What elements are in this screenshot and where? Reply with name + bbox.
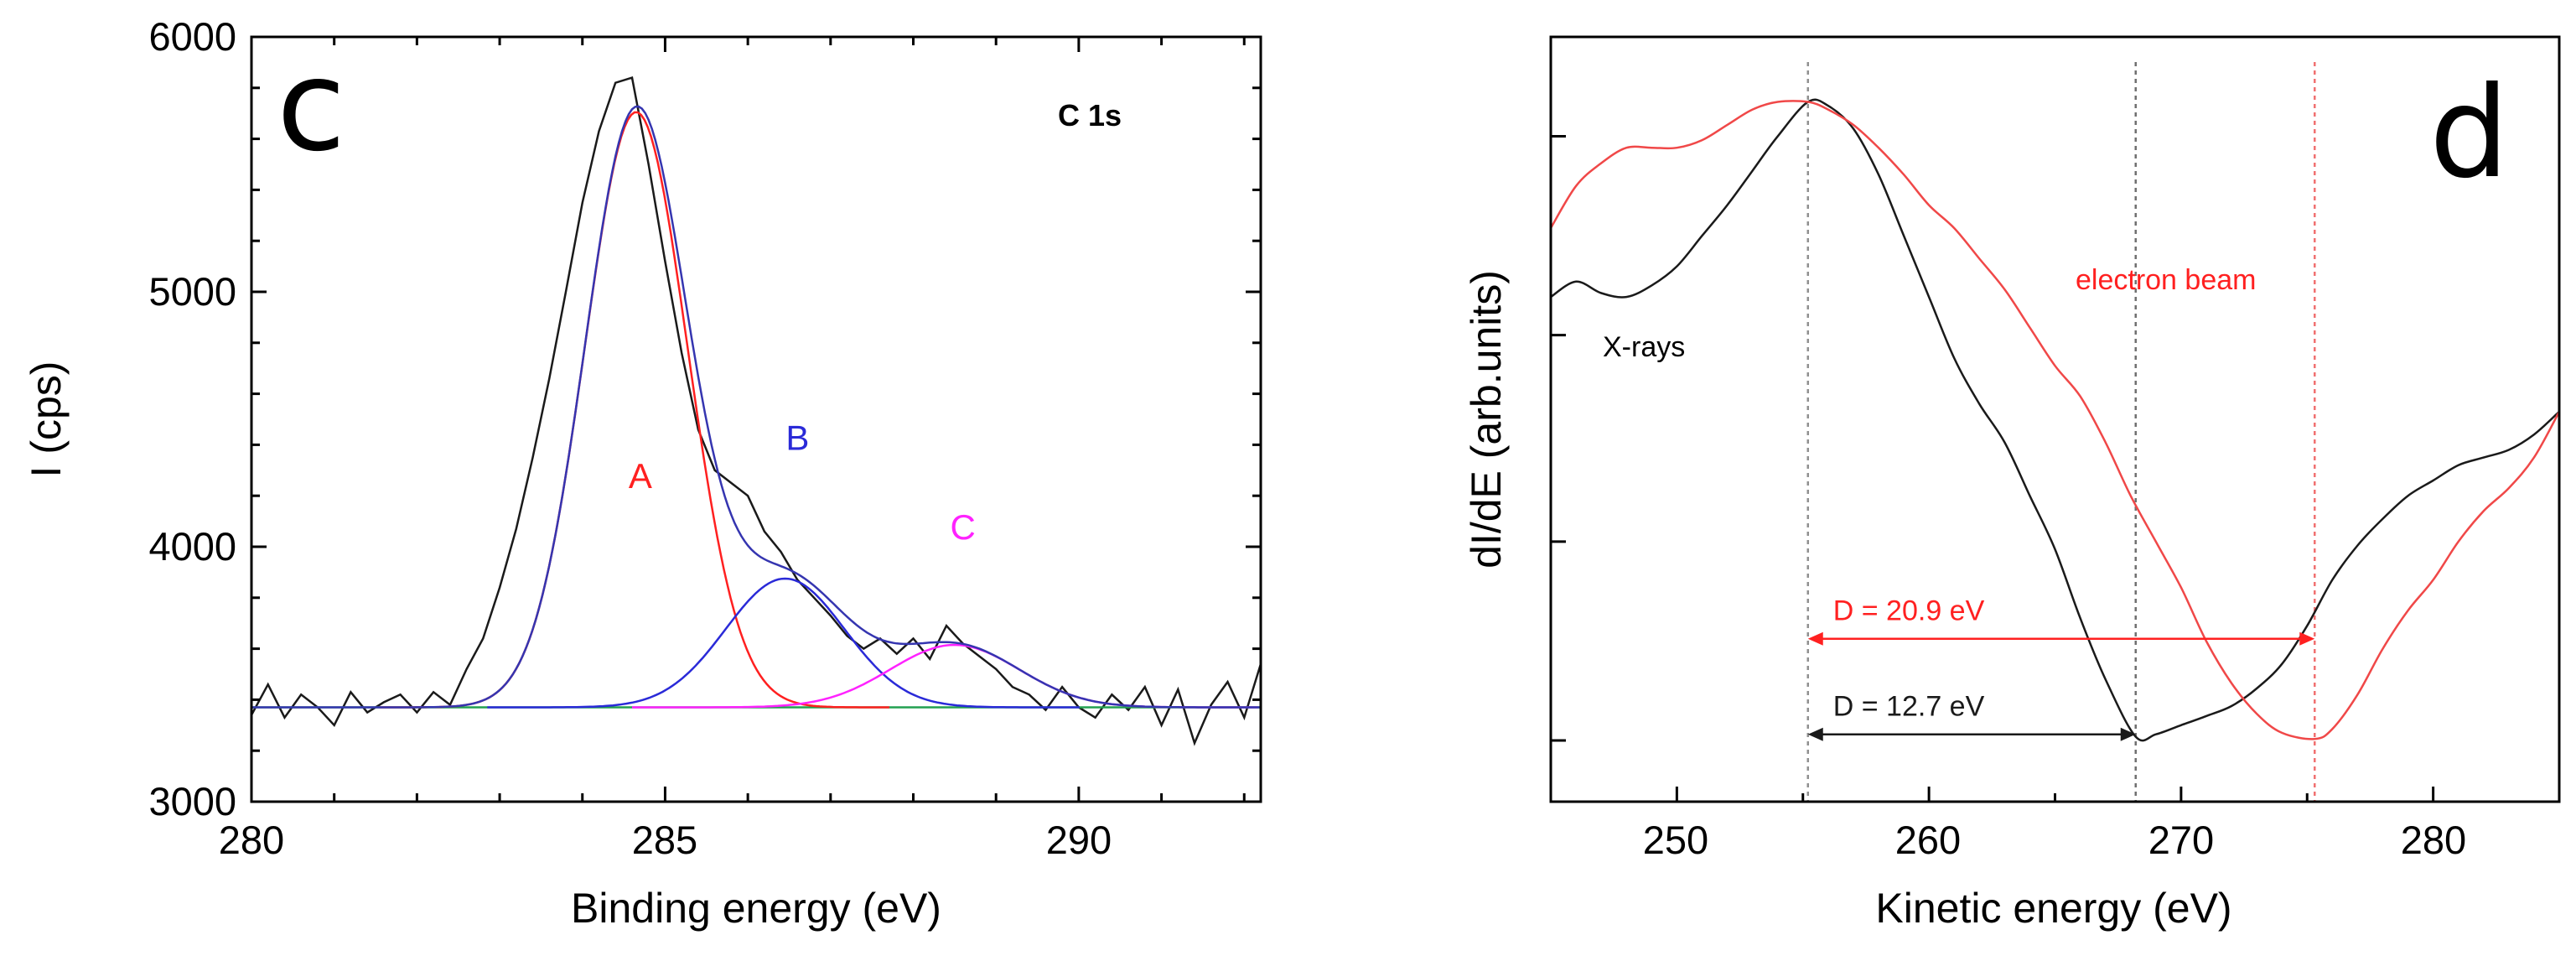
panel-c-plot-area [250,75,1262,746]
panel-c-letter: c [277,34,345,179]
panel-d-frame [1549,35,2561,803]
peak-label-a: A [629,456,652,496]
panel-d-y-axis-title: dI/dE (arb.units) [1463,270,1510,569]
fit-envelope-line [251,105,1261,709]
series-label-x-rays: X-rays [1603,331,1685,363]
series-x-rays-line [1550,98,2560,742]
panel-d-plot-area [1549,62,2561,802]
panel-c-y-axis-title: I (cps) [23,361,70,478]
panel-c-frame [250,35,1262,803]
panel-d-xtick-label: 280 [2401,818,2466,862]
peak-label-c: C [951,507,976,547]
arrow-head-left [1807,631,1823,646]
panel-d-x-axis-title: Kinetic energy (eV) [1875,885,2231,932]
panel-c-title: C 1s [1058,98,1122,132]
panel-c: 280 285 290 3000 4000 5000 6000 Binding … [23,14,1262,932]
panel-c-ytick-label: 4000 [148,524,236,569]
panel-c-x-axis-title: Binding energy (eV) [571,885,941,932]
annotation-d-12-7: D = 12.7 eV [1833,691,1985,723]
panel-c-ytick-label: 6000 [148,14,236,59]
panel-c-ytick-label: 3000 [148,779,236,823]
series-label-electron-beam: electron beam [2076,264,2256,296]
component-a-line [380,111,889,709]
series-electron-beam-line [1549,100,2561,740]
panel-c-ticks [250,35,1261,803]
panel-d-ticks [1549,135,2561,802]
raw-data-line [250,75,1262,746]
panel-d: 250 260 270 280 Kinetic energy (eV) dI/d… [1463,35,2561,932]
arrow-head-right [2120,727,2136,741]
component-c-line [632,643,1258,709]
panel-c-xtick-label: 290 [1046,818,1112,862]
panel-c-ytick-label: 5000 [148,269,236,314]
arrow-head-left [1807,727,1823,741]
panel-d-letter: d [2429,60,2509,206]
panel-c-xtick-label: 280 [219,818,284,862]
panel-d-xtick-label: 270 [2148,818,2214,862]
panel-c-xtick-label: 285 [632,818,697,862]
component-b-line [487,577,1080,709]
peak-label-b: B [785,418,809,457]
arrow-head-right [2299,631,2315,646]
panel-d-xtick-label: 260 [1895,818,1961,862]
annotation-d-20-9: D = 20.9 eV [1833,595,1985,627]
panel-d-xtick-label: 250 [1643,818,1708,862]
